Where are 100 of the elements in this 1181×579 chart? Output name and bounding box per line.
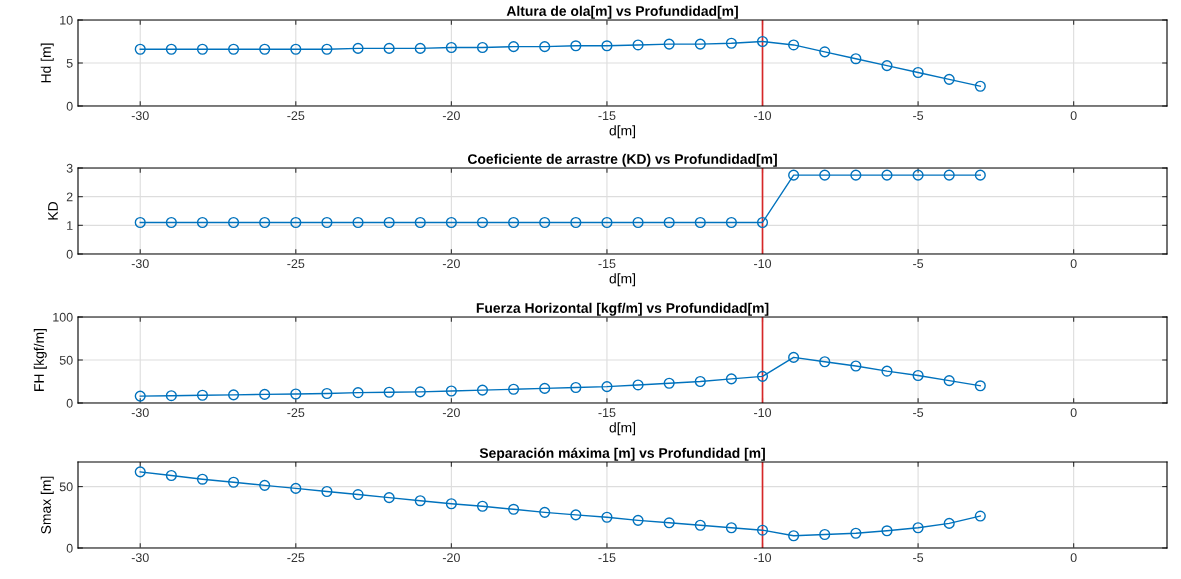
point — [228, 476, 240, 488]
chart-title: Coeficiente de arrastre (KD) vs Profundidad[m] — [467, 153, 777, 167]
y-axis-title: Hd [m] — [40, 43, 54, 83]
x-axis-title: d[m] — [609, 125, 636, 139]
point — [165, 43, 177, 55]
y-tick-label: 1 — [67, 221, 73, 230]
chart-title: Altura de ola[m] vs Profundidad[m] — [506, 5, 738, 19]
y-tick-label: 50 — [59, 482, 73, 492]
y-tick-label: 0 — [66, 398, 73, 408]
x-tick-label: -15 — [598, 553, 616, 563]
point — [228, 389, 240, 401]
point — [539, 41, 551, 53]
x-tick-label: 0 — [1070, 553, 1077, 563]
y-tick-label: 0 — [66, 249, 73, 259]
x-tick-label: -20 — [442, 408, 460, 418]
point — [445, 385, 457, 397]
point — [476, 41, 489, 54]
point — [694, 38, 706, 50]
x-tick-label: 0 — [1070, 111, 1077, 121]
point — [352, 387, 364, 399]
point — [912, 66, 924, 79]
point — [508, 383, 520, 395]
point — [725, 373, 737, 385]
point — [134, 466, 146, 478]
point — [725, 522, 737, 534]
point — [476, 500, 489, 512]
x-tick-label: -20 — [442, 259, 460, 269]
y-tick-label: 2 — [66, 192, 73, 202]
x-tick-label: -30 — [131, 553, 149, 563]
point — [974, 80, 986, 92]
y-axis-title: KD — [48, 202, 58, 220]
y-tick-label: 3 — [66, 163, 73, 173]
point — [352, 489, 364, 501]
point — [850, 53, 862, 65]
point — [819, 528, 831, 541]
x-tick-label: -25 — [287, 111, 305, 121]
x-tick-label: -10 — [754, 111, 772, 121]
x-tick-label: -5 — [913, 111, 924, 121]
point — [165, 390, 177, 402]
y-tick-label: 50 — [59, 355, 73, 365]
x-tick-label: -30 — [131, 111, 149, 121]
y-tick-label: 0 — [66, 101, 73, 111]
point — [694, 519, 706, 531]
point — [228, 43, 240, 55]
point — [632, 379, 644, 391]
point — [259, 43, 271, 55]
point — [663, 38, 675, 50]
point — [196, 389, 209, 401]
x-tick-label: -5 — [913, 553, 924, 563]
point — [508, 41, 520, 53]
x-tick-label: -20 — [442, 553, 460, 563]
point — [788, 530, 800, 542]
point — [570, 381, 582, 394]
point — [165, 469, 177, 482]
x-tick-label: -15 — [598, 259, 616, 269]
point — [570, 509, 582, 521]
x-tick-label: -10 — [754, 553, 772, 563]
point — [539, 382, 551, 394]
x-tick-label: -10 — [754, 259, 772, 269]
x-tick-label: -5 — [913, 408, 924, 418]
point — [819, 46, 831, 58]
point — [445, 41, 457, 54]
point — [881, 60, 893, 72]
point — [974, 380, 986, 392]
point — [943, 375, 955, 387]
point — [383, 492, 395, 504]
point — [321, 43, 333, 55]
point — [788, 39, 800, 51]
x-tick-label: -15 — [598, 408, 616, 418]
point — [943, 517, 955, 529]
y-axis-title: FH [kgf/m] — [33, 328, 47, 391]
point — [694, 375, 706, 388]
point — [445, 498, 457, 510]
point — [352, 42, 364, 54]
point — [290, 43, 302, 55]
y-tick-label: 100 — [53, 312, 73, 322]
point — [259, 479, 271, 491]
point — [819, 356, 831, 368]
x-tick-label: 0 — [1070, 259, 1077, 269]
point — [383, 386, 395, 398]
x-tick-label: -25 — [287, 408, 305, 418]
point — [570, 40, 582, 52]
point — [601, 381, 613, 393]
point — [756, 524, 769, 536]
point — [881, 525, 893, 537]
point — [601, 40, 613, 52]
point — [539, 506, 551, 518]
point — [196, 43, 209, 55]
x-tick-label: 0 — [1070, 408, 1077, 418]
point — [321, 387, 333, 400]
y-axis-title: Smax [m] — [40, 476, 54, 534]
x-tick-label: -5 — [913, 259, 924, 269]
y-tick-label: 0 — [66, 543, 73, 553]
point — [321, 485, 333, 498]
x-axis-title: d[m] — [609, 422, 636, 436]
x-tick-label: -25 — [287, 259, 305, 269]
point — [663, 517, 675, 529]
x-tick-label: -30 — [131, 408, 149, 418]
y-tick-label: 10 — [60, 15, 73, 25]
x-tick-label: -15 — [598, 111, 616, 121]
